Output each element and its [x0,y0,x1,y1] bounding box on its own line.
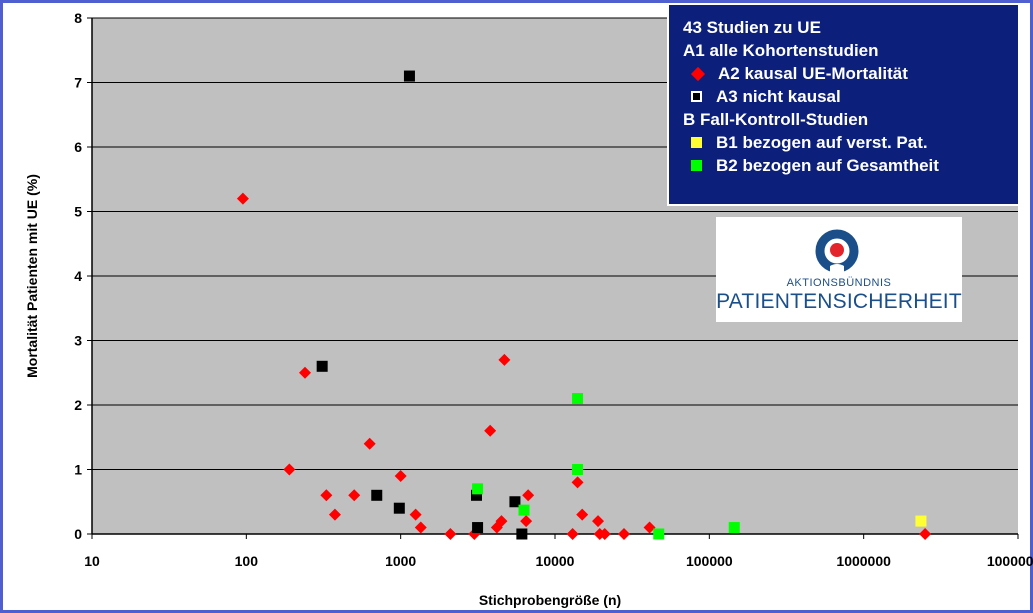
data-point-diamond [566,528,579,540]
y-tick-label: 6 [74,139,82,155]
x-tick-label: 10000000 [987,553,1033,569]
legend-label-a2: A2 kausal UE-Mortalität [718,64,908,83]
data-point-square [471,489,483,501]
data-point-square [653,528,665,540]
x-tick-label: 10000 [536,553,575,569]
data-point-diamond [919,528,932,540]
black-square-marker-icon [691,91,702,102]
y-tick-label: 5 [74,204,82,220]
x-tick-label: 1000000 [836,553,891,569]
legend-group-a: A1 alle Kohortenstudien [683,41,879,60]
data-point-square [728,522,740,534]
y-tick-label: 3 [74,333,82,349]
x-axis-title: Stichprobengröße (n) [479,592,621,608]
legend-entry-a2: A2 kausal UE-Mortalität [683,62,1018,85]
data-point-square [518,504,530,516]
aktionsbuendnis-logo: AKTIONSBÜNDNIS PATIENTENSICHERHEIT [716,217,962,322]
data-point-diamond [409,508,422,521]
y-tick-label: 1 [74,462,82,478]
logo-text-small: AKTIONSBÜNDNIS [786,277,892,289]
data-point-diamond [643,521,656,534]
logo-ring-icon [815,229,859,274]
data-point-square [509,496,521,508]
data-point-diamond [283,463,296,476]
x-tick-label: 100 [235,553,259,569]
y-tick-label: 8 [74,10,82,26]
legend-entry-b2: B2 bezogen auf Gesamtheit [683,154,1018,177]
data-points [236,70,932,540]
data-point-diamond [414,521,427,534]
legend-group-b: B Fall-Kontroll-Studien [683,110,869,129]
data-point-diamond [498,353,511,366]
x-tick-label: 10 [84,553,100,569]
data-point-diamond [444,528,457,540]
data-point-diamond [571,476,584,489]
data-point-square [371,489,383,501]
legend-entry-a3: A3 nicht kausal [683,85,1018,108]
data-point-square [572,393,584,405]
x-tick-label: 1000 [385,553,416,569]
data-point-square [403,70,415,82]
data-point-diamond [299,366,312,379]
y-tick-label: 4 [74,268,82,284]
data-point-diamond [520,515,533,528]
data-point-square [516,528,528,540]
x-tick-label: 100000 [686,553,733,569]
series-points [316,70,528,540]
data-point-diamond [592,515,605,528]
legend-label-b1: B1 bezogen auf verst. Pat. [716,133,928,152]
data-point-diamond [363,437,376,450]
series-points [472,393,740,540]
data-point-diamond [598,528,611,540]
axes [87,17,1019,539]
data-point-diamond [320,489,333,502]
series-points [915,515,927,527]
y-tick-label: 2 [74,397,82,413]
red-diamond-marker-icon [690,66,706,81]
data-point-diamond [484,424,497,437]
data-point-diamond [348,489,361,502]
series-points [236,192,932,540]
data-point-square [316,360,328,372]
legend-title: 43 Studien zu UE [683,18,821,37]
data-point-square [472,483,484,495]
data-point-square [472,522,484,534]
data-point-diamond [236,192,249,205]
green-square-marker-icon [691,160,702,171]
data-point-square [393,502,405,514]
data-point-diamond [576,508,589,521]
data-point-diamond [618,528,631,540]
data-point-diamond [394,469,407,482]
y-tick-label: 0 [74,526,82,542]
legend-entry-b1: B1 bezogen auf verst. Pat. [683,131,1018,154]
legend-label-a3: A3 nicht kausal [716,87,841,106]
data-point-diamond [522,489,535,502]
y-tick-label: 7 [74,75,82,91]
data-point-square [915,515,927,527]
data-point-square [572,464,584,475]
y-axis-title: Mortalität Patienten mit UE (%) [24,174,40,378]
tick-labels: 0 1 2 3 4 5 6 7 8 10 100 1000 10000 100000 1000000 1000… [74,10,1033,569]
logo-text-large: PATIENTENSICHERHEIT [716,290,962,313]
data-point-diamond [328,508,341,521]
legend-label-b2: B2 bezogen auf Gesamtheit [716,156,939,175]
yellow-square-marker-icon [691,137,702,148]
data-point-diamond [495,515,508,528]
legend: 43 Studien zu UE A1 alle Kohortenstudien… [667,3,1020,206]
